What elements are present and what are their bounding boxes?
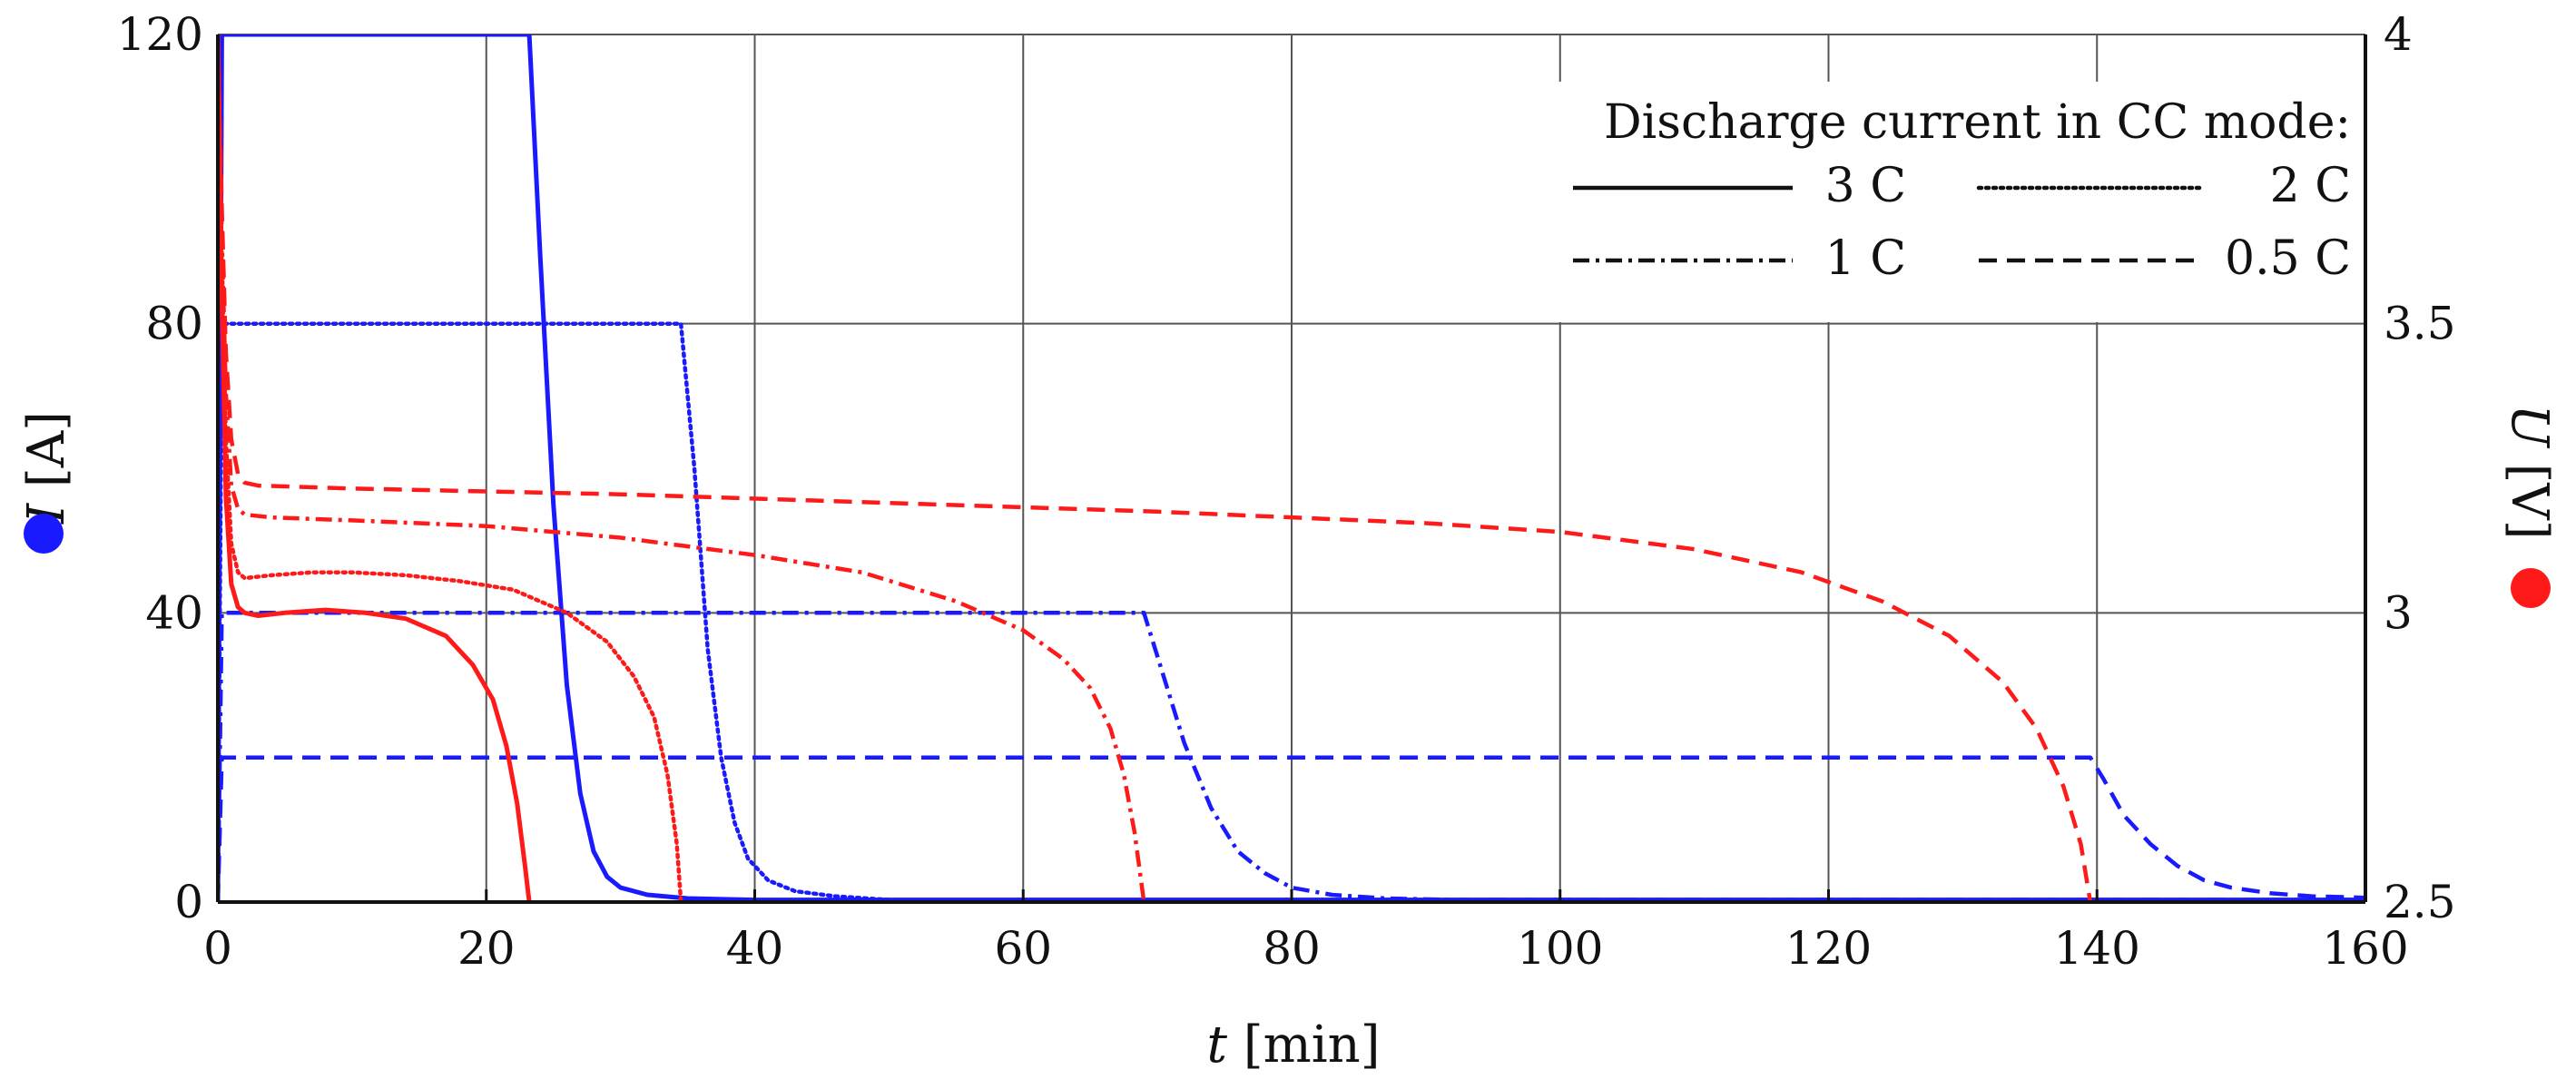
x-axis-unit: [min] (1227, 1015, 1381, 1074)
x-tick-label: 160 (2322, 922, 2408, 975)
y-right-tick-label: 4 (2384, 8, 2413, 61)
legend-label-dashed: 0.5 C (2225, 231, 2351, 286)
x-axis-var: t (1206, 1015, 1227, 1074)
x-tick-label: 0 (203, 922, 232, 975)
y-left-tick-label: 120 (117, 8, 203, 61)
x-tick-label: 100 (1517, 922, 1603, 975)
x-tick-label: 120 (1785, 922, 1872, 975)
series-voltage-0_5C (218, 34, 2093, 902)
x-tick-label: 20 (457, 922, 516, 975)
legend-label-dashdot: 1 C (1825, 231, 1906, 286)
y-left-tick-label: 40 (145, 586, 203, 639)
x-axis-title: t [min] (1206, 1015, 1380, 1074)
y-right-axis-unit: [V] (2500, 447, 2559, 540)
series-layer (218, 34, 2365, 902)
series-current-1C (218, 611, 2365, 902)
y-right-axis-var: U (2500, 404, 2559, 448)
x-tick-label: 60 (994, 922, 1052, 975)
current-marker-dot (24, 514, 64, 554)
y-right-axis-title: U [V] (2500, 404, 2559, 539)
legend-title: Discharge current in CC mode: (1604, 95, 2351, 150)
series-voltage-3C (218, 34, 532, 902)
series-voltage-2C (218, 34, 683, 902)
y-left-tick-label: 0 (174, 876, 203, 928)
ticks: 0 20 40 60 80 100 120 140 160 0 40 80 120 2.5 3 3.5 4 (117, 8, 2456, 975)
series-current-2C (218, 321, 2365, 902)
y-left-axis-title: I [A] (17, 411, 76, 525)
legend-label-solid: 3 C (1825, 159, 1906, 213)
y-right-tick-label: 3 (2384, 586, 2413, 639)
svg-text:I [A]: I [A] (17, 411, 76, 525)
series-voltage-1C (218, 34, 1146, 902)
x-tick-label: 80 (1263, 922, 1321, 975)
legend-label-dotted: 2 C (2270, 159, 2351, 213)
svg-text:U [V]: U [V] (2500, 404, 2559, 539)
series-current-0_5C (218, 755, 2365, 902)
y-left-tick-label: 80 (145, 298, 203, 350)
x-tick-label: 40 (726, 922, 784, 975)
voltage-marker-dot (2511, 568, 2551, 608)
y-right-tick-label: 2.5 (2384, 876, 2456, 928)
y-left-axis-unit: [A] (17, 411, 76, 504)
legend: Discharge current in CC mode: 3 C 2 C 1 C 0.… (1573, 95, 2351, 286)
x-tick-label: 140 (2054, 922, 2140, 975)
legend-box (1461, 82, 2355, 322)
y-right-tick-label: 3.5 (2384, 298, 2456, 350)
